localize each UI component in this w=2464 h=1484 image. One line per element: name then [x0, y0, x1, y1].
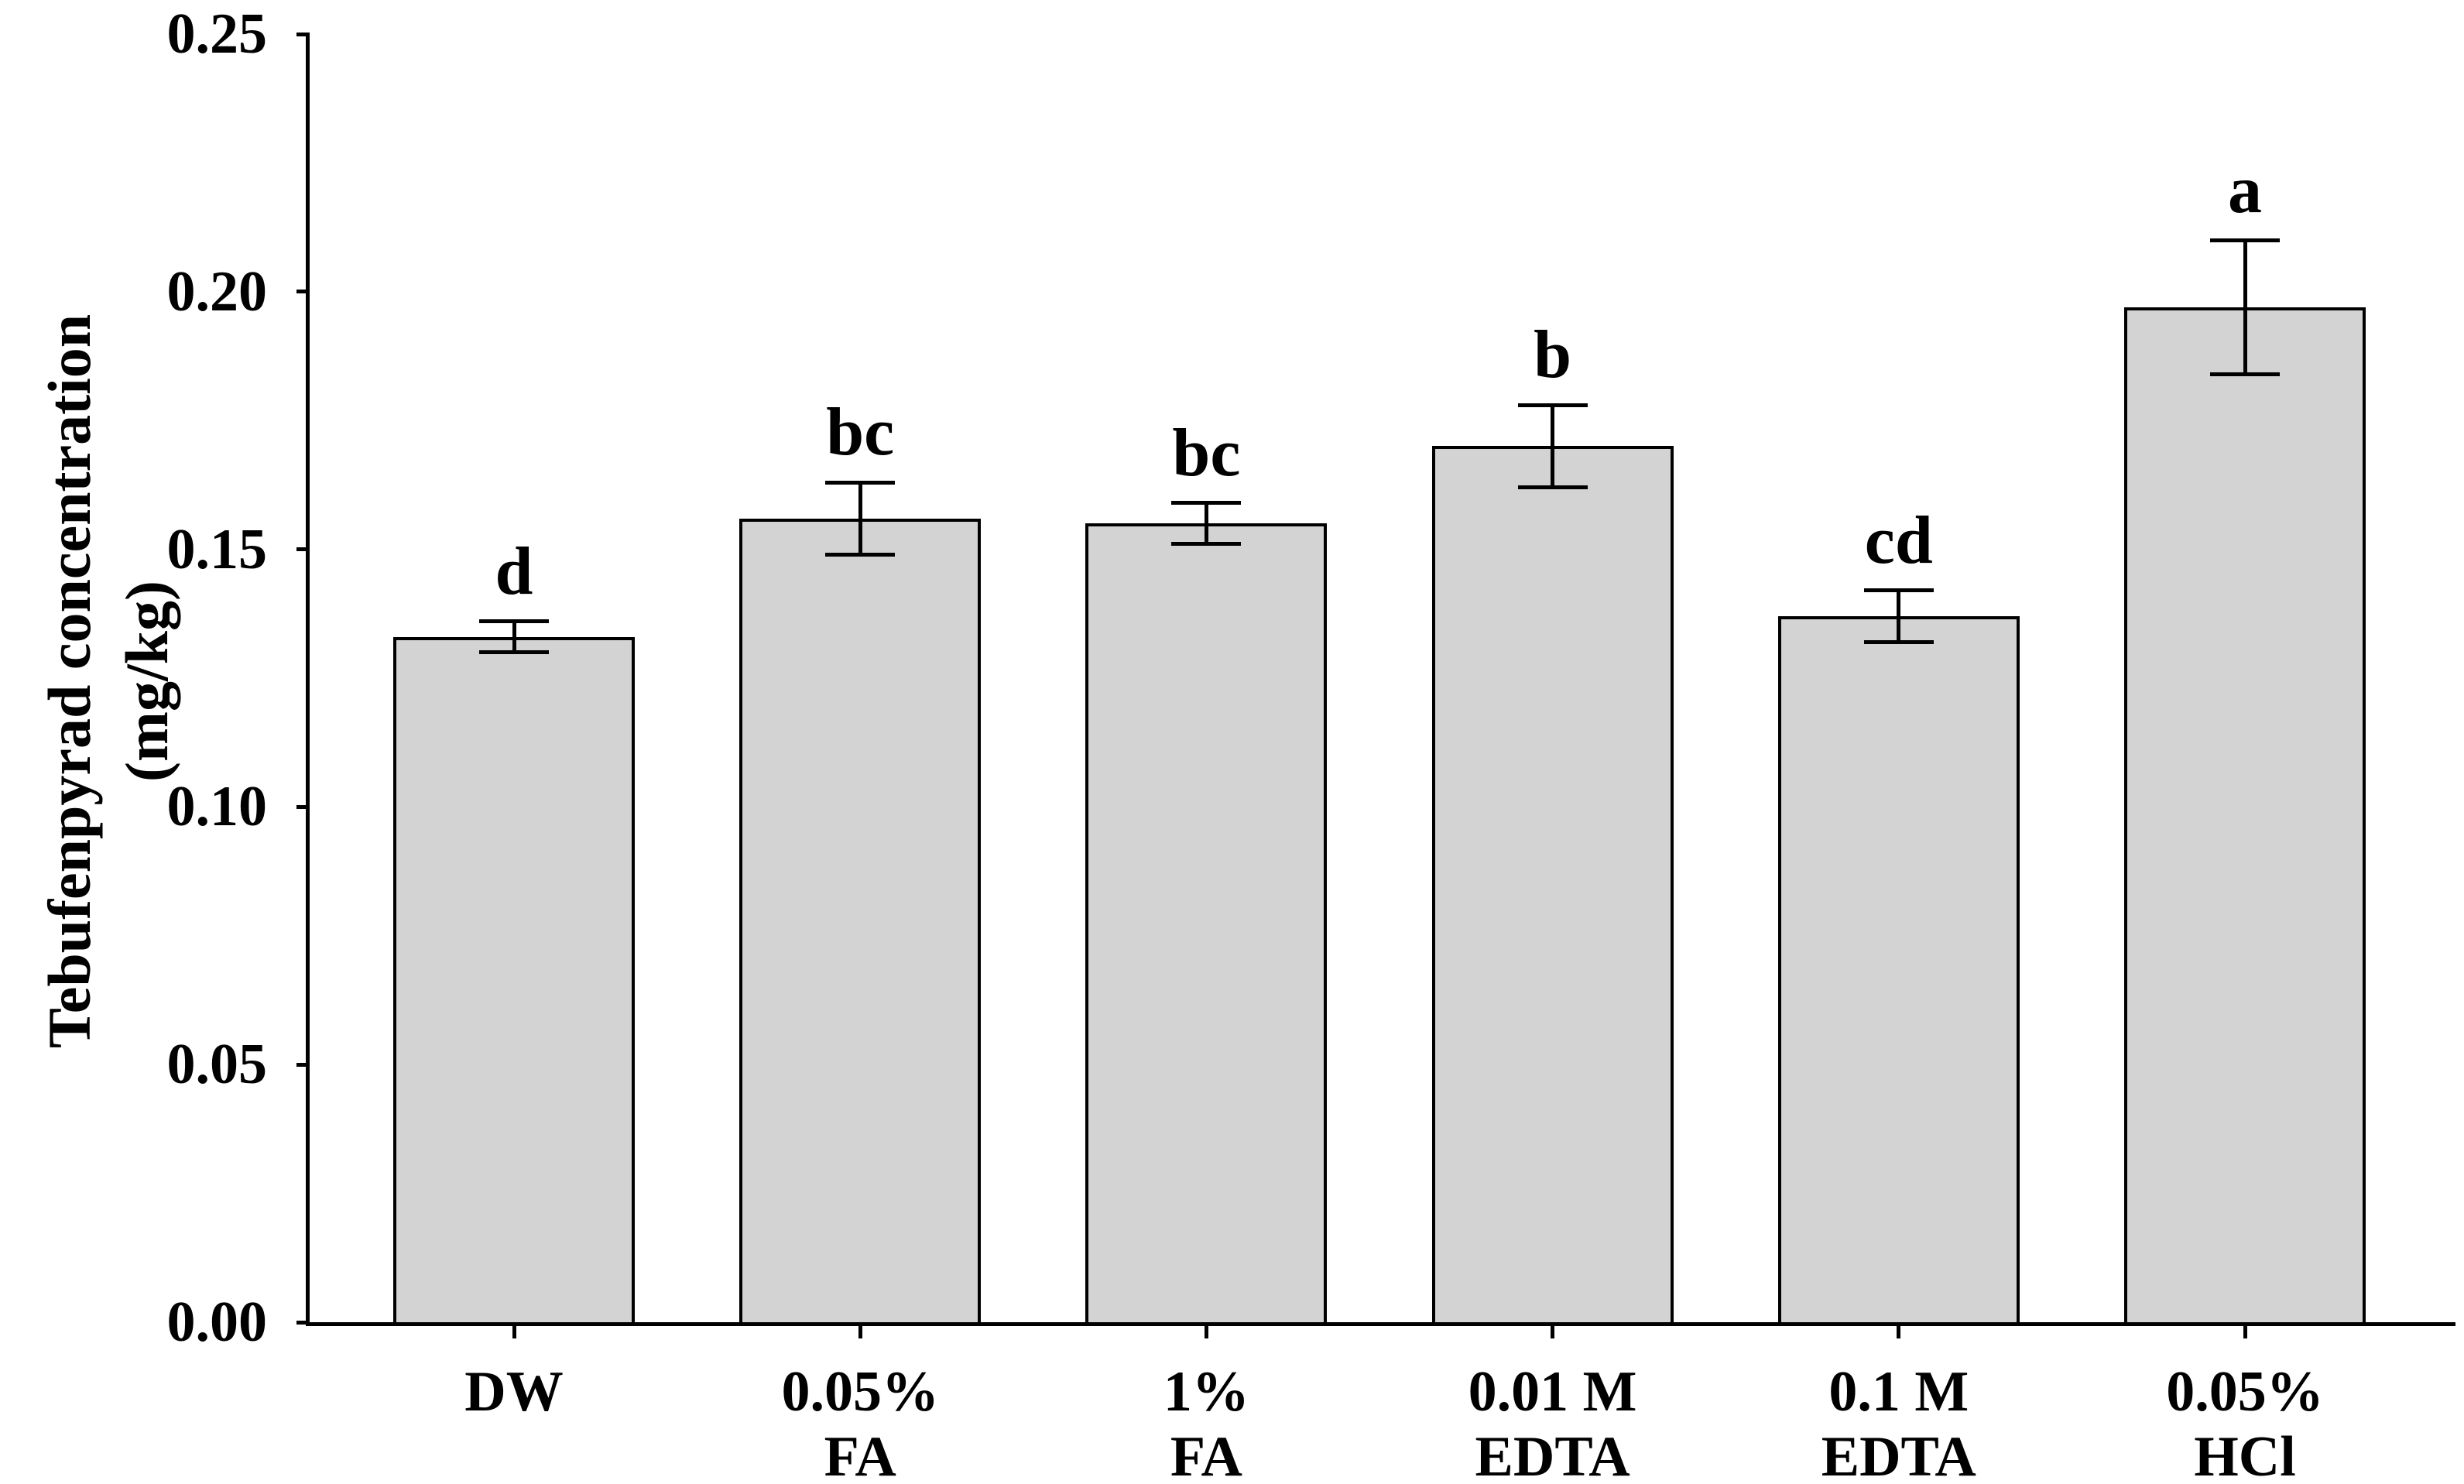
- x-tick-label: 0.1 M EDTA: [1821, 1360, 1976, 1484]
- x-tick: [858, 1326, 862, 1338]
- y-tick-label: 0.25: [166, 2, 268, 66]
- sig-letter: cd: [1864, 502, 1933, 578]
- sig-letter: b: [1534, 317, 1572, 393]
- y-tick-label: 0.20: [166, 259, 268, 324]
- bar: [393, 636, 635, 1322]
- error-bar: [1551, 405, 1555, 488]
- sig-letter: a: [2228, 153, 2262, 228]
- error-bar-top-cap: [1517, 403, 1588, 407]
- y-tick-label: 0.00: [166, 1290, 268, 1354]
- y-axis-title: Tebufenpyrad concentration (mg/kg): [36, 314, 180, 1049]
- error-bar-bottom-cap: [479, 650, 549, 655]
- sig-letter: bc: [826, 395, 895, 471]
- error-bar: [2243, 240, 2247, 375]
- x-tick-label: 0.05% FA: [781, 1360, 939, 1484]
- error-bar-bottom-cap: [1517, 485, 1588, 490]
- bar: [2124, 307, 2366, 1322]
- y-tick: [296, 32, 310, 36]
- y-tick: [296, 804, 310, 809]
- x-tick: [1551, 1326, 1555, 1338]
- error-bar-top-cap: [1171, 501, 1242, 506]
- bar: [1431, 446, 1674, 1322]
- error-bar-bottom-cap: [825, 552, 896, 557]
- bar: [1777, 616, 2020, 1322]
- error-bar-top-cap: [825, 480, 896, 485]
- x-tick-label: 1% FA: [1163, 1360, 1249, 1484]
- error-bar: [1897, 590, 1901, 643]
- y-tick-label: 0.05: [166, 1033, 268, 1097]
- error-bar-bottom-cap: [1171, 542, 1242, 547]
- error-bar-top-cap: [1863, 588, 1934, 593]
- y-tick: [296, 290, 310, 294]
- sig-letter: d: [495, 533, 533, 609]
- bar: [739, 518, 982, 1322]
- bar: [1085, 523, 1328, 1322]
- error-bar: [512, 621, 516, 653]
- x-tick: [1204, 1326, 1208, 1338]
- y-tick: [296, 1320, 310, 1325]
- error-bar-top-cap: [2210, 238, 2280, 242]
- error-bar-bottom-cap: [1863, 639, 1934, 644]
- x-tick-label: 0.01 M EDTA: [1468, 1360, 1637, 1484]
- y-tick-label: 0.15: [166, 517, 268, 581]
- sig-letter: bc: [1172, 415, 1241, 491]
- y-tick: [296, 1062, 310, 1067]
- y-tick-label: 0.10: [166, 775, 268, 839]
- x-tick: [512, 1326, 516, 1338]
- x-tick: [1897, 1326, 1901, 1338]
- x-tick: [2243, 1326, 2247, 1338]
- x-tick-label: 0.05% HCl: [2166, 1360, 2324, 1484]
- error-bar-top-cap: [479, 619, 549, 624]
- plot-area: 0.00 0.05 0.10 0.15 0.20 0.25 d DW bc 0.05% FA bc 1…: [167, 2, 2455, 1484]
- error-bar-bottom-cap: [2210, 372, 2280, 376]
- error-bar: [1204, 502, 1208, 544]
- error-bar: [858, 482, 862, 555]
- x-tick-label: DW: [464, 1360, 564, 1424]
- y-tick: [296, 547, 310, 552]
